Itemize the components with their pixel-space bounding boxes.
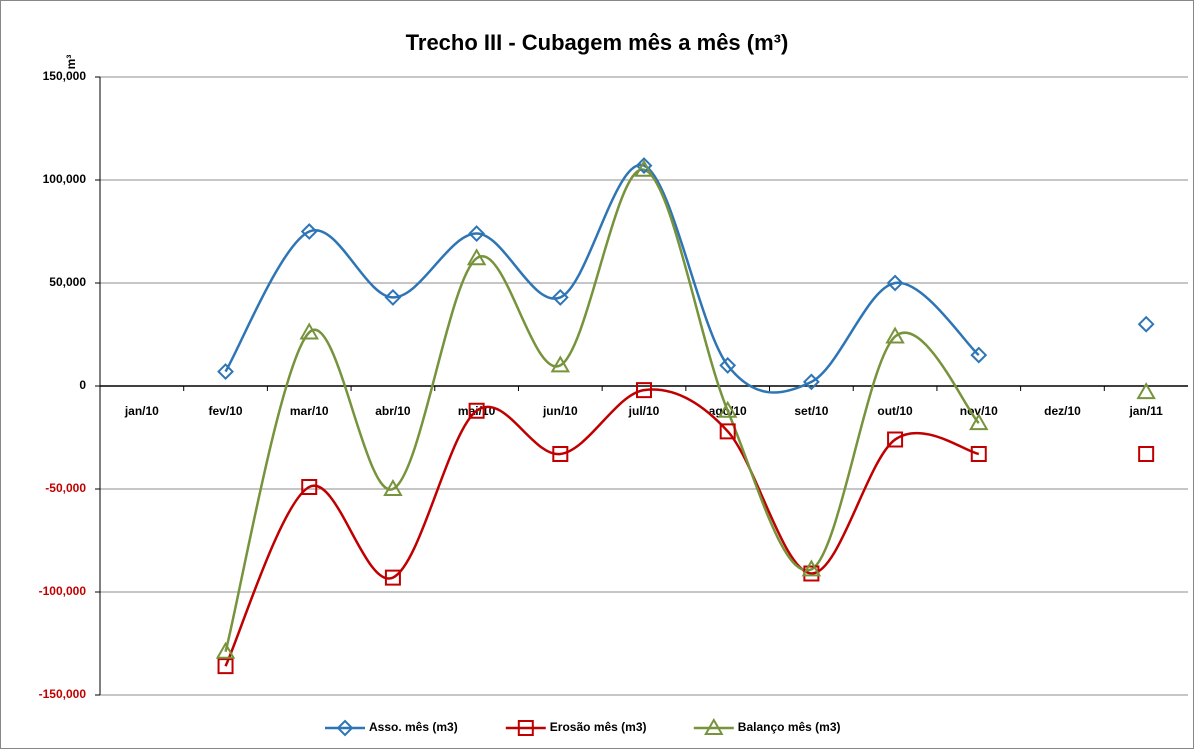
marker (468, 225, 486, 242)
y-tick-label: 50,000 (49, 275, 86, 289)
marker (217, 363, 234, 380)
legend-item: Asso. mês (m3) (325, 719, 458, 737)
marker (886, 274, 904, 292)
marker (552, 445, 569, 462)
marker (215, 641, 236, 659)
marker (551, 289, 569, 306)
x-tick-label: nov/10 (960, 404, 998, 418)
x-tick-label: jan/10 (124, 404, 159, 418)
marker (704, 717, 724, 735)
marker (217, 658, 234, 675)
marker (468, 402, 485, 419)
marker (336, 719, 354, 737)
x-tick-label: jan/11 (1128, 404, 1163, 418)
y-tick-label: 150,000 (43, 69, 87, 83)
x-tick-label: out/10 (877, 404, 913, 418)
marker (384, 569, 401, 586)
marker (517, 720, 534, 736)
y-tick-label: 0 (79, 378, 86, 392)
y-tick-label: 100,000 (43, 172, 87, 186)
marker (300, 223, 318, 240)
x-tick-label: mar/10 (290, 404, 329, 418)
y-tick-label: -100,000 (39, 584, 87, 598)
x-tick-label: set/10 (794, 404, 828, 418)
marker (719, 356, 737, 374)
marker (636, 382, 652, 399)
legend-label: Asso. mês (m3) (369, 720, 458, 734)
marker (970, 346, 988, 364)
marker (970, 445, 987, 462)
marker (384, 289, 402, 306)
marker (1137, 315, 1155, 333)
y-tick-label: -150,000 (39, 687, 87, 701)
legend-label: Balanço mês (m3) (738, 720, 841, 734)
marker (801, 559, 822, 577)
legend-item: Balanço mês (m3) (693, 717, 841, 735)
marker (301, 478, 318, 495)
chart-title: Trecho III - Cubagem mês a mês (m³) (406, 30, 789, 55)
legend-label: Erosão mês (m3) (550, 720, 647, 734)
marker (635, 157, 653, 174)
marker (634, 159, 654, 177)
marker (299, 322, 319, 340)
marker (1136, 382, 1156, 400)
y-tick-label: -50,000 (45, 481, 86, 495)
x-tick-label: abr/10 (375, 404, 411, 418)
marker (383, 478, 403, 496)
marker (717, 400, 738, 418)
x-tick-label: fev/10 (209, 404, 243, 418)
marker (550, 355, 571, 373)
x-tick-label: jun/10 (542, 404, 578, 418)
marker (885, 326, 905, 344)
marker (969, 413, 989, 431)
marker (1138, 445, 1155, 462)
y-axis-label: m³ (64, 55, 78, 70)
x-tick-label: jul/10 (628, 404, 660, 418)
marker (802, 373, 820, 391)
x-tick-label: dez/10 (1044, 404, 1081, 418)
marker (887, 431, 904, 448)
marker (719, 423, 736, 440)
legend-item: Erosão mês (m3) (505, 720, 647, 736)
marker (466, 248, 487, 266)
